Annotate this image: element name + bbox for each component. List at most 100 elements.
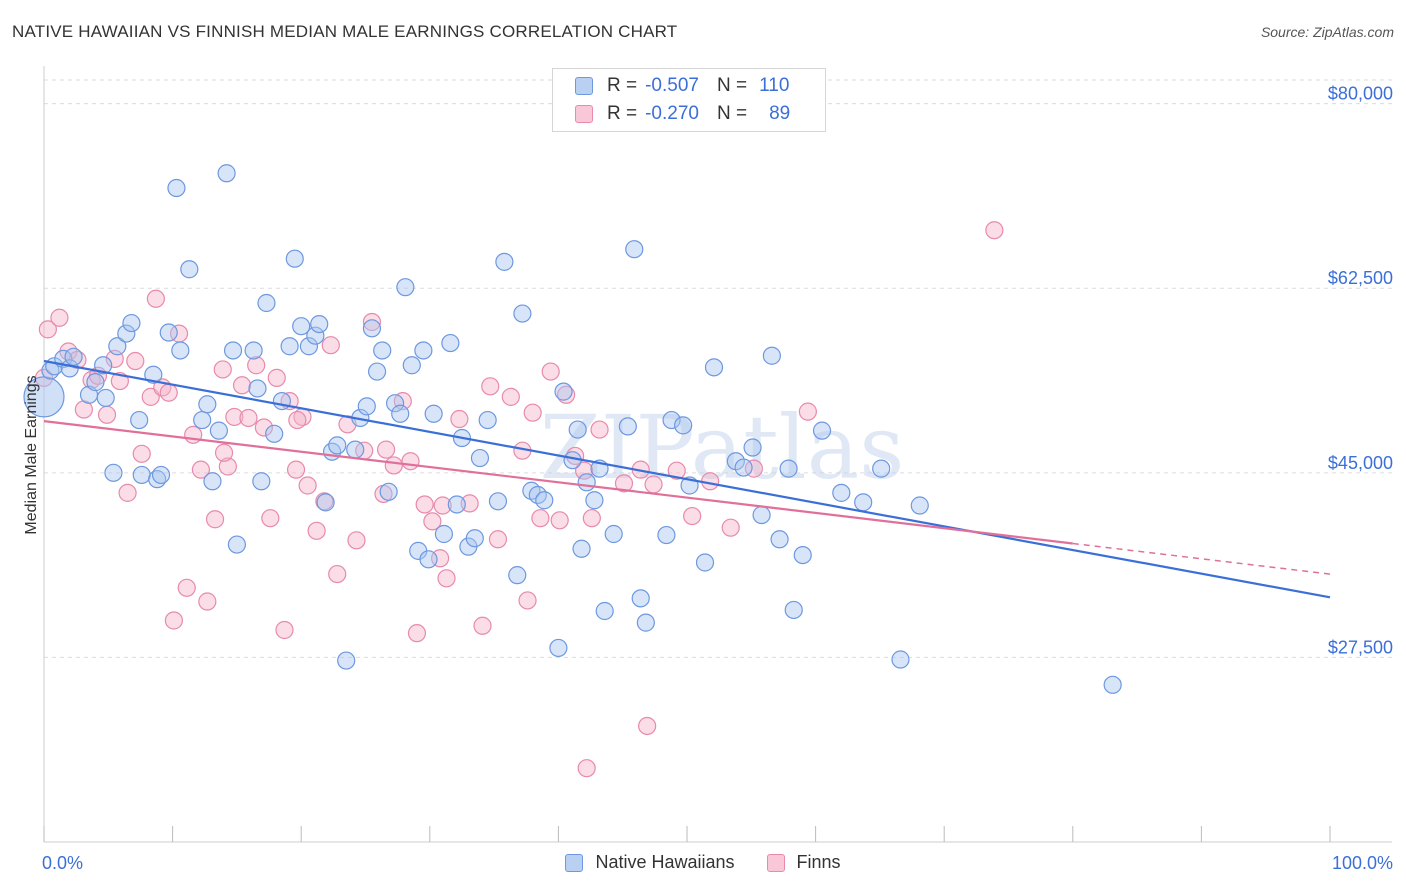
legend-n-value: 110 xyxy=(759,75,790,96)
finns-point xyxy=(164,611,183,630)
native-hawaiians-point xyxy=(470,448,490,468)
legend-r-value: -0.270 xyxy=(645,103,699,124)
finns-point xyxy=(433,496,452,515)
finns-point xyxy=(50,308,69,327)
native-hawaiians-point xyxy=(424,404,443,423)
finns-point xyxy=(415,495,434,514)
native-hawaiians-point xyxy=(784,600,803,620)
native-hawaiians-point xyxy=(64,347,83,366)
finns-point xyxy=(267,368,286,387)
native-hawaiians-point xyxy=(554,382,573,401)
native-hawaiians-point xyxy=(508,566,527,585)
native-hawaiians-point xyxy=(488,492,508,511)
native-hawaiians-point xyxy=(132,465,151,485)
native-hawaiians-point xyxy=(299,337,319,356)
legend-r-value: -0.507 xyxy=(645,75,699,96)
finns-point xyxy=(261,509,280,528)
finns-point xyxy=(118,483,137,502)
finns-point xyxy=(721,518,740,537)
native-hawaiians-points xyxy=(23,164,1122,694)
finns-point xyxy=(97,405,117,424)
finns-point xyxy=(184,425,203,444)
finns-point xyxy=(644,475,663,494)
finns-point xyxy=(683,506,702,526)
legend-item-finns[interactable]: Finns xyxy=(766,852,841,873)
finns-point xyxy=(159,383,178,402)
finns-point xyxy=(577,759,596,778)
native-hawaiians-point xyxy=(734,458,753,477)
legend-swatch-pink xyxy=(766,853,785,872)
native-hawaiians-point xyxy=(618,417,637,436)
y-tick-label: $27,500 xyxy=(1328,637,1393,657)
native-hawaiians-point xyxy=(265,424,284,443)
finns-point xyxy=(254,418,274,437)
finns-point xyxy=(225,407,244,427)
finns-point xyxy=(218,457,237,476)
finns-point xyxy=(541,362,560,381)
finns-point xyxy=(575,461,594,480)
native-hawaiians-point xyxy=(357,397,376,416)
finns-point xyxy=(286,460,306,479)
finns-point xyxy=(614,474,634,493)
finns-point xyxy=(488,530,508,549)
native-hawaiians-point xyxy=(478,410,497,430)
finns-trend-line xyxy=(43,420,1073,545)
finns-point xyxy=(214,443,234,462)
finns-point xyxy=(501,387,520,406)
native-hawaiians-point xyxy=(402,356,421,375)
y-tick-label: $80,000 xyxy=(1328,84,1393,104)
finns-point xyxy=(531,509,550,528)
native-hawaiians-point xyxy=(244,341,263,360)
finns-point xyxy=(239,408,258,428)
finns-point xyxy=(523,403,542,422)
native-hawaiians-point xyxy=(167,178,186,198)
finns-point xyxy=(347,531,366,550)
finns-point xyxy=(275,620,294,640)
finns-trend-extension xyxy=(1072,542,1331,575)
finns-point xyxy=(376,440,396,459)
native-hawaiians-point xyxy=(812,421,832,440)
native-hawaiians-point xyxy=(391,404,410,423)
native-hawaiians-point xyxy=(770,530,789,549)
native-hawaiians-point xyxy=(159,323,178,342)
native-hawaiians-point xyxy=(86,373,105,392)
native-hawaiians-point xyxy=(662,410,681,430)
finns-point xyxy=(132,444,151,463)
native-hawaiians-point xyxy=(414,341,433,360)
finns-point xyxy=(321,336,340,355)
legend-r-label: R = xyxy=(607,75,638,96)
native-hawaiians-trend-line xyxy=(43,359,1331,599)
finns-point xyxy=(198,592,217,611)
finns-point xyxy=(298,476,317,495)
native-hawaiians-point xyxy=(367,362,387,381)
native-hawaiians-point xyxy=(151,465,171,485)
finns-point xyxy=(590,420,609,439)
native-hawaiians-point xyxy=(292,317,311,336)
finns-point xyxy=(423,512,442,531)
legend-swatch-pink xyxy=(575,105,593,123)
series-legend: Native Hawaiians Finns xyxy=(0,852,1406,873)
native-hawaiians-point xyxy=(419,550,438,569)
native-hawaiians-point xyxy=(447,495,466,514)
native-hawaiians-point xyxy=(577,473,596,492)
native-hawaiians-point xyxy=(209,421,228,440)
legend-n-label: N = xyxy=(716,75,748,96)
y-tick-label: $62,500 xyxy=(1328,268,1393,288)
finns-point xyxy=(437,569,456,588)
finns-point xyxy=(557,385,576,404)
correlation-legend: R = -0.507 N = 110 R = -0.270 N = 89 xyxy=(552,68,826,132)
native-hawaiians-point xyxy=(549,638,568,658)
native-hawaiians-point xyxy=(891,650,910,669)
native-hawaiians-point xyxy=(272,391,292,411)
legend-item-native-hawaiians[interactable]: Native Hawaiians xyxy=(565,852,735,873)
native-hawaiians-point xyxy=(752,505,771,525)
native-hawaiians-point xyxy=(379,482,398,501)
native-hawaiians-point xyxy=(441,333,460,353)
native-hawaiians-point xyxy=(762,346,781,365)
finns-point xyxy=(177,578,196,597)
native-hawaiians-point xyxy=(636,613,655,632)
legend-row-finns: R = -0.270 N = 89 xyxy=(575,101,790,127)
native-hawaiians-point xyxy=(104,463,123,482)
legend-n-label: N = xyxy=(716,103,748,124)
